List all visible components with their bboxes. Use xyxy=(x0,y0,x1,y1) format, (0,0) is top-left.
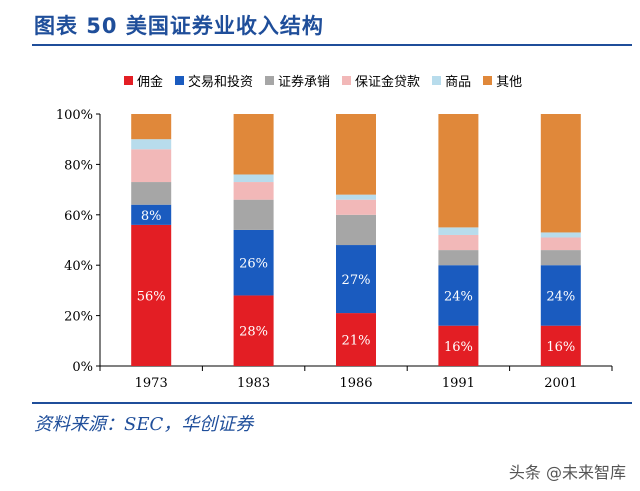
bar-segment xyxy=(540,325,581,366)
chart-legend: 佣金 交易和投资 证券承销 保证金贷款 商品 其他 xyxy=(124,70,534,90)
legend-label: 证券承销 xyxy=(278,74,331,90)
x-tick-label: 1991 xyxy=(442,376,475,391)
legend-label: 其他 xyxy=(496,74,523,90)
bar-segment xyxy=(438,234,479,251)
data-label: 28% xyxy=(239,325,268,340)
data-label: 8% xyxy=(141,209,162,224)
data-label: 27% xyxy=(342,273,371,288)
legend-item: 交易和投资 xyxy=(175,71,253,90)
data-label: 21% xyxy=(342,334,371,349)
bar-segment xyxy=(336,245,376,314)
bar-segment xyxy=(131,139,172,150)
stacked-bar-chart: 0% 20% 40% 60% 80% 100% 56% 8% 1973 28% 26% 1983 21%… xyxy=(56,108,613,391)
y-tick-label: 0% xyxy=(72,360,93,375)
x-tick-label: 1983 xyxy=(237,376,270,391)
legend-item: 商品 xyxy=(432,71,471,90)
data-label: 26% xyxy=(239,257,268,272)
legend-swatch xyxy=(342,75,352,85)
legend-label: 商品 xyxy=(445,74,472,90)
y-tick-label: 60% xyxy=(64,209,93,224)
bar-segment xyxy=(233,174,274,183)
bar-segment xyxy=(131,114,172,140)
bar-segment xyxy=(540,265,581,326)
bar-segment xyxy=(540,250,581,266)
bar-segment xyxy=(540,237,581,251)
source-note: 资料来源：SEC，华创证券 xyxy=(34,414,254,435)
bar-segment xyxy=(336,313,376,366)
bar-segment xyxy=(438,325,479,366)
bar-segment xyxy=(233,295,274,366)
bar-segment xyxy=(233,199,274,230)
bar-segment xyxy=(131,149,172,183)
bar-segment xyxy=(336,194,376,200)
legend-swatch xyxy=(124,75,133,85)
bar-segment xyxy=(438,265,479,326)
legend-label: 保证金贷款 xyxy=(355,74,421,90)
bar-segment xyxy=(233,229,274,296)
data-label: 24% xyxy=(444,289,473,304)
bar-segment xyxy=(438,227,479,235)
bar-segment xyxy=(438,114,479,228)
source-rule xyxy=(32,402,632,404)
data-label: 16% xyxy=(546,340,575,355)
legend-item: 保证金贷款 xyxy=(342,71,420,90)
data-label: 16% xyxy=(444,340,473,355)
legend-swatch xyxy=(483,75,493,85)
legend-label: 佣金 xyxy=(137,74,164,90)
x-tick-label: 1986 xyxy=(339,376,372,391)
legend-item: 证券承销 xyxy=(265,71,330,90)
title-bar: 图表 50 美国证券业收入结构 xyxy=(0,0,640,46)
y-tick-label: 20% xyxy=(64,310,93,325)
x-tick-label: 2001 xyxy=(544,376,577,391)
bar-segment xyxy=(131,182,172,205)
legend-swatch xyxy=(175,75,185,85)
bar-segment xyxy=(336,114,376,195)
y-tick-label: 80% xyxy=(64,158,93,173)
title-rule xyxy=(32,44,632,46)
legend-item: 其他 xyxy=(483,71,522,90)
page-title: 图表 50 美国证券业收入结构 xyxy=(34,14,324,38)
legend-swatch xyxy=(265,75,275,85)
bar-segment xyxy=(233,114,274,175)
bar-segment xyxy=(336,199,376,215)
x-tick-label: 1973 xyxy=(135,376,168,391)
bar-segment xyxy=(540,114,581,233)
legend-swatch xyxy=(432,75,442,85)
bar-segment xyxy=(131,204,172,225)
legend-item: 佣金 xyxy=(124,71,163,90)
bar-segment xyxy=(438,250,479,266)
bar-segment xyxy=(233,182,274,200)
bar-segment xyxy=(336,214,376,246)
y-tick-label: 100% xyxy=(56,108,93,123)
data-label: 24% xyxy=(546,289,575,304)
bar-segment xyxy=(540,232,581,238)
data-label: 56% xyxy=(137,289,166,304)
bar-segment xyxy=(131,224,172,366)
y-tick-label: 40% xyxy=(64,259,93,274)
watermark: 头条 @未来智库 xyxy=(508,463,626,482)
legend-label: 交易和投资 xyxy=(188,74,254,90)
